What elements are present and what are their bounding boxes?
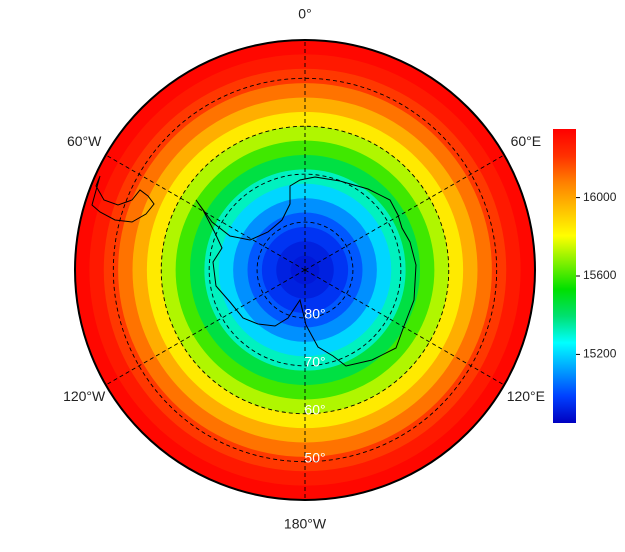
latitude-label: 60° <box>304 401 325 417</box>
coastline <box>91 175 417 367</box>
latitude-circle <box>112 77 498 463</box>
longitude-label: 120°W <box>63 388 106 404</box>
latitude-label: 50° <box>304 449 325 465</box>
south-america <box>91 175 155 223</box>
latitude-circle <box>208 173 402 367</box>
meridian <box>96 149 306 271</box>
colorbar-tick-label: 15600 <box>583 268 617 282</box>
graticule <box>96 40 514 500</box>
meridian <box>304 269 514 391</box>
colorbar-tick-label: 16000 <box>583 190 617 204</box>
longitude-label: 60°W <box>67 133 102 149</box>
latitude-label: 70° <box>304 354 325 370</box>
latitude-label: 80° <box>304 306 325 322</box>
antarctica <box>195 176 417 367</box>
latitude-circle <box>256 221 354 319</box>
meridian <box>304 149 514 271</box>
longitude-label: 0° <box>298 6 311 22</box>
longitude-label: 60°E <box>511 133 542 149</box>
longitude-label: 120°E <box>507 388 545 404</box>
longitude-label: 180°W <box>284 516 327 532</box>
meridian <box>96 269 306 391</box>
colorbar-tick-label: 15200 <box>583 347 617 361</box>
colorbar <box>553 129 576 423</box>
map-boundary <box>74 39 536 501</box>
